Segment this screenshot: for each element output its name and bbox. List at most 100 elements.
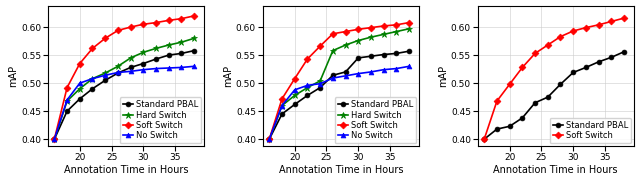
Soft Switch xyxy=(152,22,160,24)
Soft Switch xyxy=(582,26,590,29)
Standard PBAL xyxy=(392,52,400,55)
Soft Switch xyxy=(544,44,552,46)
Hard Switch xyxy=(101,72,109,74)
Hard Switch xyxy=(316,80,324,82)
Legend: Standard PBAL, Hard Switch, Soft Switch, No Switch: Standard PBAL, Hard Switch, Soft Switch,… xyxy=(335,97,416,143)
Hard Switch xyxy=(291,94,298,97)
Hard Switch xyxy=(367,36,375,38)
No Switch xyxy=(101,74,109,76)
Soft Switch xyxy=(595,24,602,26)
Standard PBAL xyxy=(544,96,552,98)
Standard PBAL xyxy=(101,79,109,81)
Standard PBAL xyxy=(190,50,198,52)
Standard PBAL xyxy=(380,53,388,56)
Hard Switch xyxy=(127,57,134,59)
Line: No Switch: No Switch xyxy=(52,64,196,142)
Y-axis label: mAP: mAP xyxy=(438,65,448,87)
Standard PBAL xyxy=(405,50,413,52)
Standard PBAL xyxy=(620,50,628,53)
Legend: Standard PBAL, Hard Switch, Soft Switch, No Switch: Standard PBAL, Hard Switch, Soft Switch,… xyxy=(120,97,201,143)
No Switch xyxy=(278,104,286,107)
Hard Switch xyxy=(165,44,173,46)
No Switch xyxy=(392,67,400,70)
Y-axis label: mAP: mAP xyxy=(223,65,233,87)
Soft Switch xyxy=(178,17,186,20)
Soft Switch xyxy=(316,45,324,47)
Line: Hard Switch: Hard Switch xyxy=(51,35,198,143)
Soft Switch xyxy=(278,98,286,100)
Hard Switch xyxy=(405,28,413,30)
Soft Switch xyxy=(481,138,488,140)
Soft Switch xyxy=(114,29,122,31)
Standard PBAL xyxy=(367,55,375,57)
Standard PBAL xyxy=(316,86,324,89)
Hard Switch xyxy=(63,100,71,102)
No Switch xyxy=(355,72,362,75)
Hard Switch xyxy=(76,88,84,90)
Soft Switch xyxy=(190,15,198,17)
No Switch xyxy=(178,66,186,69)
Hard Switch xyxy=(392,30,400,33)
Soft Switch xyxy=(165,19,173,22)
X-axis label: Annotation Time in Hours: Annotation Time in Hours xyxy=(493,165,618,175)
X-axis label: Annotation Time in Hours: Annotation Time in Hours xyxy=(278,165,403,175)
Standard PBAL xyxy=(481,138,488,140)
Soft Switch xyxy=(570,30,577,32)
Soft Switch xyxy=(405,22,413,24)
Soft Switch xyxy=(607,20,615,23)
Soft Switch xyxy=(329,33,337,35)
Soft Switch xyxy=(291,78,298,80)
Standard PBAL xyxy=(278,113,286,115)
Line: Soft Switch: Soft Switch xyxy=(482,16,627,142)
Line: Soft Switch: Soft Switch xyxy=(267,20,412,142)
Line: Standard PBAL: Standard PBAL xyxy=(482,49,627,142)
Standard PBAL xyxy=(114,72,122,74)
Standard PBAL xyxy=(557,83,564,85)
Y-axis label: mAP: mAP xyxy=(8,65,18,87)
Standard PBAL xyxy=(152,58,160,60)
Standard PBAL xyxy=(506,125,513,127)
Standard PBAL xyxy=(63,110,71,112)
Soft Switch xyxy=(493,100,500,102)
Standard PBAL xyxy=(51,138,58,140)
Standard PBAL xyxy=(531,102,539,104)
Soft Switch xyxy=(140,23,147,25)
Soft Switch xyxy=(127,26,134,28)
Line: Standard PBAL: Standard PBAL xyxy=(267,49,412,142)
No Switch xyxy=(303,84,311,87)
Hard Switch xyxy=(355,39,362,42)
Legend: Standard PBAL, Soft Switch: Standard PBAL, Soft Switch xyxy=(550,118,631,143)
Standard PBAL xyxy=(291,103,298,106)
No Switch xyxy=(329,77,337,79)
Soft Switch xyxy=(620,17,628,19)
Standard PBAL xyxy=(303,94,311,97)
No Switch xyxy=(405,65,413,67)
Standard PBAL xyxy=(595,61,602,63)
No Switch xyxy=(367,71,375,73)
Hard Switch xyxy=(140,51,147,53)
Standard PBAL xyxy=(178,52,186,55)
X-axis label: Annotation Time in Hours: Annotation Time in Hours xyxy=(63,165,188,175)
No Switch xyxy=(342,75,349,77)
Standard PBAL xyxy=(518,117,526,119)
No Switch xyxy=(380,69,388,71)
Soft Switch xyxy=(51,138,58,140)
Soft Switch xyxy=(76,62,84,65)
Standard PBAL xyxy=(140,62,147,65)
No Switch xyxy=(291,89,298,91)
No Switch xyxy=(140,69,147,71)
Soft Switch xyxy=(89,47,97,50)
Standard PBAL xyxy=(342,71,349,73)
Line: Standard PBAL: Standard PBAL xyxy=(52,48,196,142)
Hard Switch xyxy=(51,138,58,140)
Standard PBAL xyxy=(355,57,362,59)
Soft Switch xyxy=(355,28,362,31)
Soft Switch xyxy=(303,58,311,60)
No Switch xyxy=(152,67,160,70)
Hard Switch xyxy=(303,86,311,89)
Standard PBAL xyxy=(165,54,173,56)
Soft Switch xyxy=(557,36,564,38)
No Switch xyxy=(316,83,324,85)
Hard Switch xyxy=(152,47,160,50)
Standard PBAL xyxy=(607,56,615,59)
